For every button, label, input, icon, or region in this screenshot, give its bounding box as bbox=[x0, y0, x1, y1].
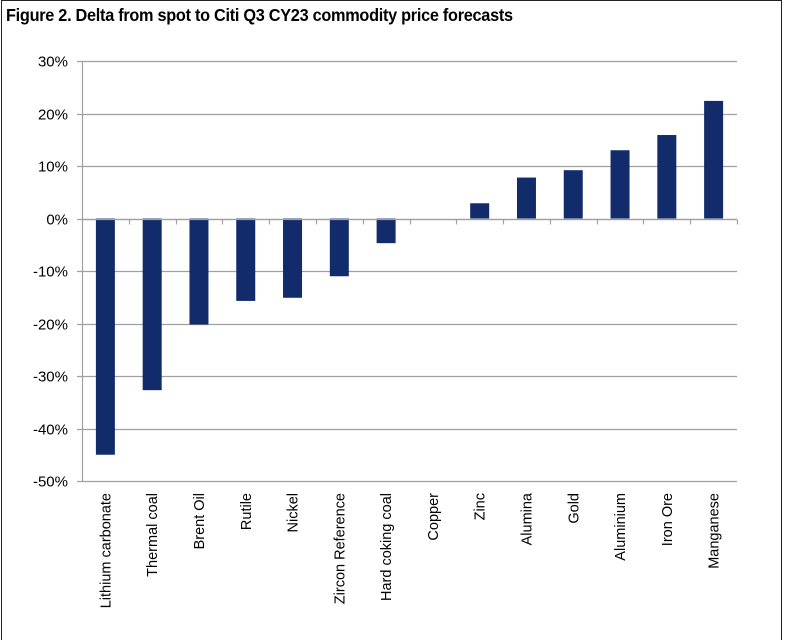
x-category-label: Copper bbox=[426, 493, 442, 541]
bar-gold bbox=[563, 170, 583, 219]
x-category-label: Hard coking coal bbox=[379, 493, 395, 601]
y-tick-label: 0% bbox=[46, 212, 68, 229]
x-category-label: Iron Ore bbox=[660, 493, 676, 546]
bar-alumina bbox=[516, 177, 536, 219]
axes bbox=[81, 61, 739, 481]
x-category-label: Manganese bbox=[707, 493, 723, 569]
x-category-label: Gold bbox=[566, 493, 582, 524]
x-axis-labels: Lithium carbonate Thermal coal Brent Oil Ru… bbox=[98, 492, 722, 608]
x-category-label: Thermal coal bbox=[145, 493, 161, 577]
gridlines bbox=[77, 60, 737, 483]
y-tick-label: -50% bbox=[33, 474, 68, 491]
bar-zinc bbox=[470, 203, 490, 219]
y-axis-ticks: 30% 20% 10% 0% -10% -20% -30% -40% -50% bbox=[33, 54, 68, 491]
bar-rutile bbox=[236, 218, 256, 301]
x-category-label: Aluminium bbox=[613, 493, 629, 561]
x-category-label: Rutile bbox=[239, 493, 255, 530]
x-category-label: Alumina bbox=[519, 492, 535, 545]
bar-zircon-reference bbox=[329, 218, 349, 277]
bar-nickel bbox=[283, 218, 303, 298]
y-tick-label: -40% bbox=[33, 422, 68, 439]
bar-iron-ore bbox=[657, 135, 677, 219]
x-category-label: Brent Oil bbox=[192, 493, 208, 549]
y-tick-label: 20% bbox=[38, 107, 68, 124]
x-category-label: Zircon Reference bbox=[332, 493, 348, 604]
bars bbox=[95, 100, 724, 455]
bar-brent-oil bbox=[189, 218, 209, 325]
bar-aluminium bbox=[610, 150, 630, 219]
y-tick-label: 10% bbox=[38, 159, 68, 176]
x-category-label: Zinc bbox=[473, 493, 489, 520]
bar-thermal-coal bbox=[142, 218, 162, 391]
chart-title: Figure 2. Delta from spot to Citi Q3 CY2… bbox=[6, 5, 513, 25]
x-category-label: Nickel bbox=[286, 493, 302, 532]
y-tick-label: 30% bbox=[38, 54, 68, 71]
y-tick-label: -10% bbox=[33, 264, 68, 281]
y-tick-label: -30% bbox=[33, 369, 68, 386]
bar-hard-coking-coal bbox=[376, 218, 396, 244]
y-tick-label: -20% bbox=[33, 317, 68, 334]
bar-lithium-carbonate bbox=[95, 218, 115, 455]
bar-manganese bbox=[704, 100, 724, 219]
x-category-label: Lithium carbonate bbox=[98, 493, 114, 608]
